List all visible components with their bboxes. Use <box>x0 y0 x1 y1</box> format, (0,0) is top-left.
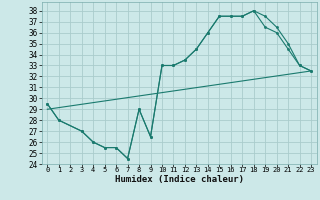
X-axis label: Humidex (Indice chaleur): Humidex (Indice chaleur) <box>115 175 244 184</box>
